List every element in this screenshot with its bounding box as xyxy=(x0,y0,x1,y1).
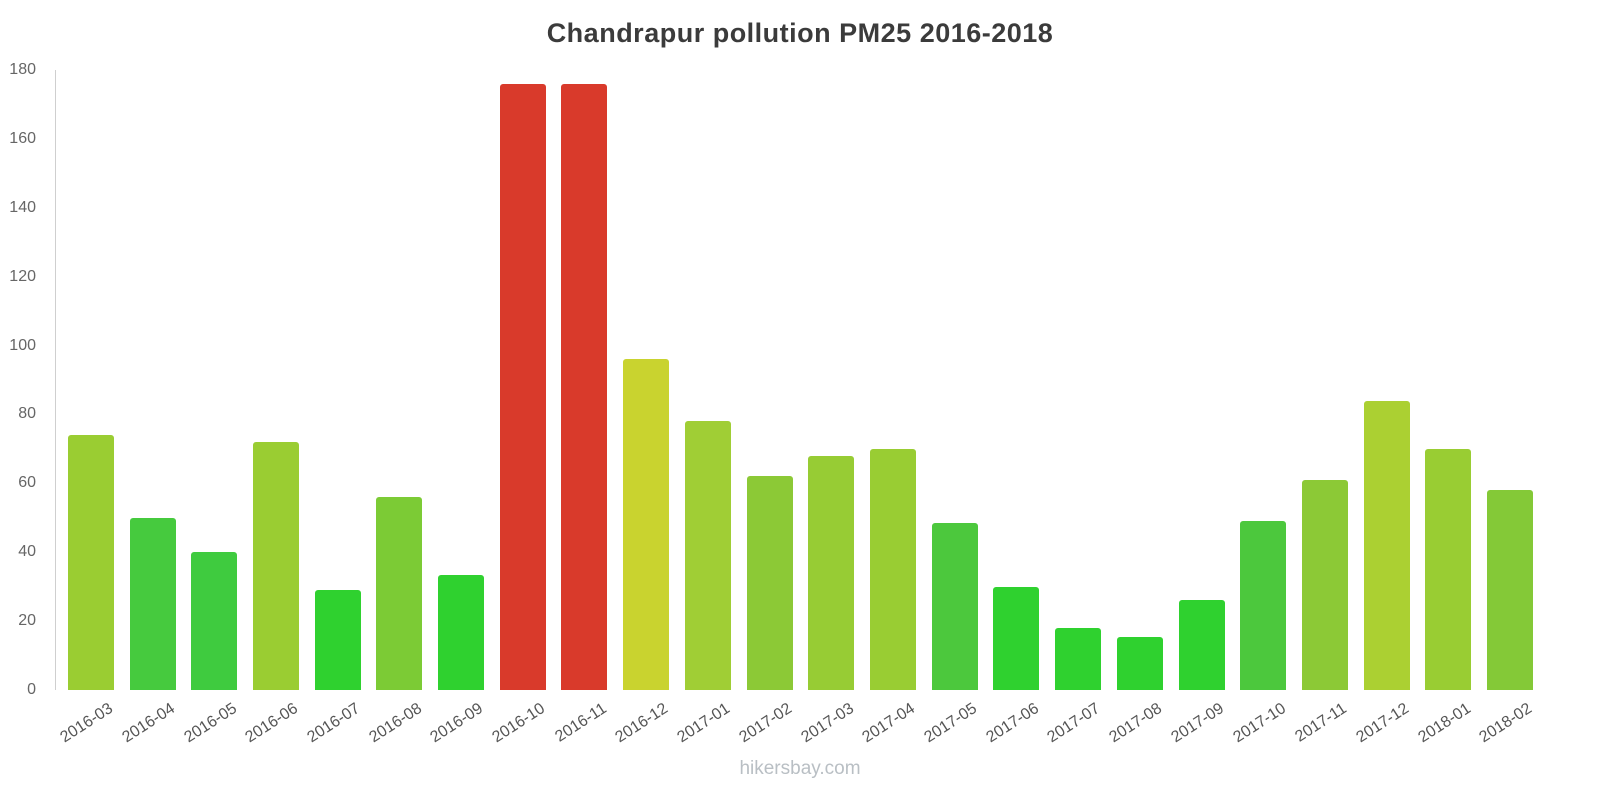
bar-slot: 2018-01 xyxy=(1415,70,1479,746)
y-axis-tick-label: 180 xyxy=(9,61,36,78)
x-axis-tick-label: 2018-02 xyxy=(1476,700,1536,747)
bar-2017-12 xyxy=(1363,400,1410,690)
bar-slot: 2017-01 xyxy=(675,70,739,746)
x-axis-tick-label: 2017-02 xyxy=(736,700,795,747)
bar-slot: 2016-09 xyxy=(428,70,492,746)
y-axis-tick-label: 160 xyxy=(9,129,36,147)
bar-2016-12 xyxy=(623,359,670,690)
bar-slot: 2016-07 xyxy=(304,70,369,746)
bar-slot: 2017-09 xyxy=(1168,70,1233,746)
bar-2016-03 xyxy=(67,435,114,690)
bar-2016-08 xyxy=(376,497,423,690)
bar-2016-06 xyxy=(252,442,299,690)
x-axis-tick-label: 2017-07 xyxy=(1044,700,1104,747)
x-axis-tick-label: 2017-03 xyxy=(798,700,857,747)
x-axis-tick-label: 2016-03 xyxy=(57,700,117,747)
bar-2017-11 xyxy=(1301,479,1348,690)
bar-slot: 2016-12 xyxy=(613,70,677,746)
bar-2017-07 xyxy=(1055,628,1102,690)
x-axis-tick-label: 2016-06 xyxy=(242,700,302,747)
bar-2017-03 xyxy=(808,455,855,690)
bar-slot: 2017-10 xyxy=(1230,70,1294,746)
bar-slot: 2016-05 xyxy=(181,70,245,746)
x-axis-tick-label: 2017-01 xyxy=(674,700,734,747)
bar-slot: 2017-04 xyxy=(860,70,924,746)
bar-2017-09 xyxy=(1178,600,1225,690)
bar-slot: 2017-06 xyxy=(983,70,1048,746)
x-axis-tick-label: 2017-05 xyxy=(921,700,980,747)
y-axis: 0 20 40 60 80 100 120 140 160 180 xyxy=(0,62,46,698)
x-axis-tick-label: 2016-10 xyxy=(489,700,549,747)
bar-2018-02 xyxy=(1487,490,1534,690)
x-axis-tick-label: 2016-04 xyxy=(119,700,178,747)
bar-2016-09 xyxy=(438,574,485,690)
x-axis-tick-label: 2016-09 xyxy=(427,700,487,747)
bar-slot: 2017-03 xyxy=(798,70,862,746)
x-axis-tick-label: 2017-12 xyxy=(1353,700,1412,747)
x-axis-tick-label: 2017-11 xyxy=(1292,700,1351,746)
y-axis-tick-label: 140 xyxy=(9,198,36,216)
bar-slot: 2016-03 xyxy=(58,70,122,746)
bar-slot: 2017-08 xyxy=(1107,70,1171,746)
bar-2016-07 xyxy=(314,590,361,690)
bars-container: 2016-03 2016-04 2016-05 2016-06 2016-07 2016-… xyxy=(56,70,1545,746)
bar-slot: 2016-10 xyxy=(490,70,554,746)
y-axis-tick-label: 40 xyxy=(18,543,36,561)
bar-2017-06 xyxy=(993,586,1040,690)
y-axis-tick-label: 80 xyxy=(18,405,36,423)
bar-2018-01 xyxy=(1425,448,1472,690)
bar-slot: 2017-11 xyxy=(1293,70,1356,746)
x-axis-tick-label: 2016-07 xyxy=(304,700,363,747)
bar-slot: 2016-06 xyxy=(243,70,307,746)
x-axis-tick-label: 2016-12 xyxy=(612,700,672,747)
plot-area: 2016-03 2016-04 2016-05 2016-06 2016-07 2016-… xyxy=(55,70,1545,746)
x-axis-tick-label: 2017-04 xyxy=(859,700,919,747)
y-axis-tick-label: 20 xyxy=(18,612,36,630)
y-axis-tick-label: 120 xyxy=(9,267,36,285)
x-axis-tick-label: 2017-08 xyxy=(1106,700,1166,747)
bar-2017-08 xyxy=(1116,636,1163,690)
x-axis-tick-label: 2017-09 xyxy=(1168,700,1227,747)
x-axis-tick-label: 2017-06 xyxy=(983,700,1042,747)
bar-slot: 2016-04 xyxy=(119,70,184,746)
bar-2017-05 xyxy=(931,522,978,690)
bar-2017-02 xyxy=(746,476,793,690)
bar-slot: 2017-05 xyxy=(921,70,986,746)
bar-2016-04 xyxy=(129,517,176,690)
bar-2017-10 xyxy=(1240,521,1287,690)
bar-2016-05 xyxy=(191,552,238,690)
watermark: hikersbay.com xyxy=(739,758,861,779)
x-axis-tick-label: 2016-11 xyxy=(552,700,610,746)
bar-2016-11 xyxy=(561,83,608,690)
x-axis-tick-label: 2016-05 xyxy=(181,700,240,747)
bar-slot: 2018-02 xyxy=(1477,70,1541,746)
bar-slot: 2017-02 xyxy=(736,70,801,746)
chart-title: Chandrapur pollution PM25 2016-2018 xyxy=(546,18,1054,48)
bar-2017-01 xyxy=(684,421,731,690)
x-axis-tick-label: 2016-08 xyxy=(366,700,425,747)
bar-slot: 2017-07 xyxy=(1045,70,1109,746)
bar-slot: 2017-12 xyxy=(1353,70,1418,746)
bar-slot: 2016-08 xyxy=(366,70,431,746)
bar-2017-04 xyxy=(869,448,916,690)
x-axis-tick-label: 2017-10 xyxy=(1229,700,1289,747)
y-axis-tick-label: 100 xyxy=(9,336,36,354)
bar-2016-10 xyxy=(499,83,546,690)
y-axis-tick-label: 0 xyxy=(27,681,36,698)
bar-slot: 2016-11 xyxy=(552,70,616,746)
x-axis-tick-label: 2018-01 xyxy=(1415,700,1474,747)
y-axis-tick-label: 60 xyxy=(18,474,36,492)
